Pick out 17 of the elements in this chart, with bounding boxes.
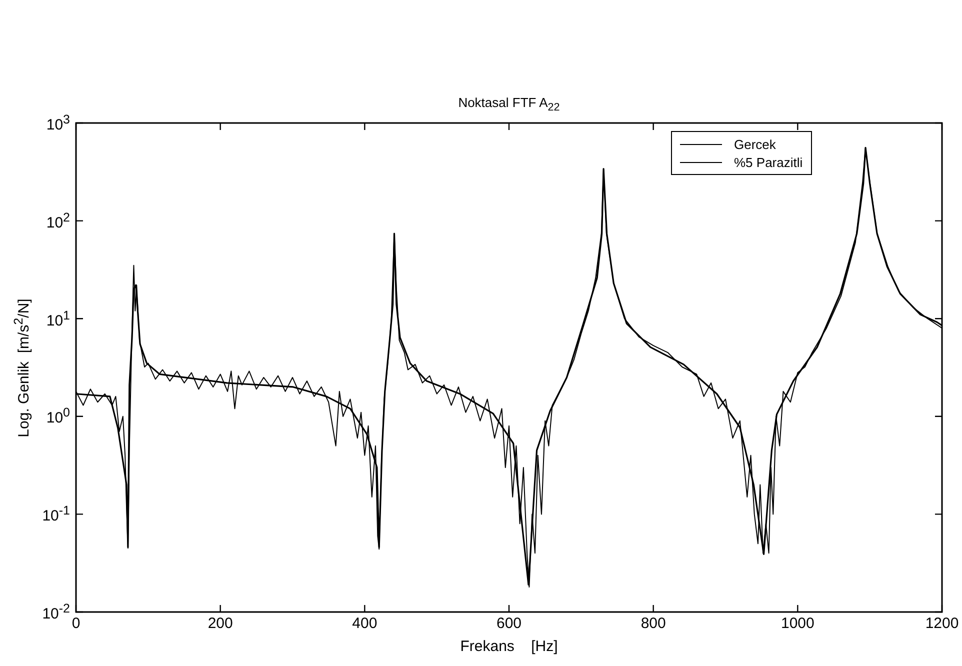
y-tick-label: 10$^{0}$	[46, 406, 70, 427]
y-tick-label: 10$^{2}$	[46, 210, 70, 232]
x-tick-label: 0	[72, 615, 80, 632]
x-tick-label: 800	[640, 615, 666, 632]
y-tick-label: 10$^{3}$	[46, 112, 70, 134]
chart-title: Noktasal FTF A$_{22}$	[458, 95, 560, 114]
x-tick-label: 400	[352, 615, 378, 632]
legend-label: Gercek	[734, 136, 776, 152]
y-tick-label: 10$^{-1}$	[42, 504, 70, 525]
x-tick-label: 1000	[780, 615, 814, 632]
legend-label: %5 Parazitli	[734, 154, 803, 170]
x-tick-label: 200	[208, 615, 233, 632]
y-tick-label: 10$^{-2}$	[42, 602, 70, 622]
y-tick-label: 10$^{1}$	[46, 308, 70, 330]
x-axis-title: Frekans [Hz]	[460, 638, 558, 655]
x-tick-label: 1200	[925, 615, 959, 632]
x-tick-label: 600	[496, 615, 522, 632]
